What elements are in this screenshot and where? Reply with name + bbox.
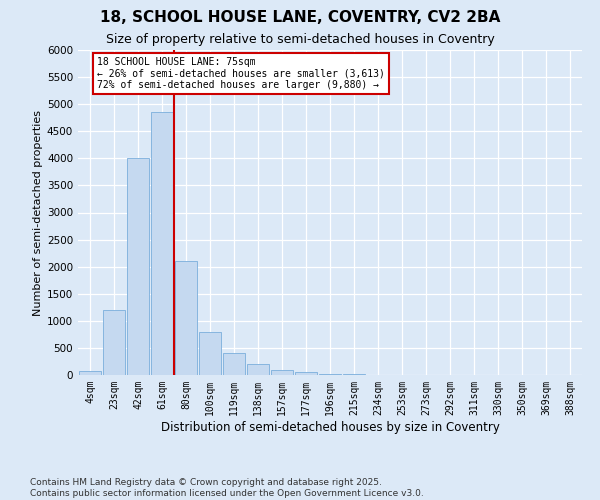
X-axis label: Distribution of semi-detached houses by size in Coventry: Distribution of semi-detached houses by … [161, 420, 499, 434]
Bar [271, 370, 293, 375]
Bar [127, 158, 149, 375]
Text: 18, SCHOOL HOUSE LANE, COVENTRY, CV2 2BA: 18, SCHOOL HOUSE LANE, COVENTRY, CV2 2BA [100, 10, 500, 25]
Bar [295, 372, 317, 375]
Bar [103, 310, 125, 375]
Text: 18 SCHOOL HOUSE LANE: 75sqm
← 26% of semi-detached houses are smaller (3,613)
72: 18 SCHOOL HOUSE LANE: 75sqm ← 26% of sem… [97, 57, 385, 90]
Bar [151, 112, 173, 375]
Text: Size of property relative to semi-detached houses in Coventry: Size of property relative to semi-detach… [106, 32, 494, 46]
Bar [223, 354, 245, 375]
Bar [247, 364, 269, 375]
Bar [319, 374, 341, 375]
Bar [175, 261, 197, 375]
Bar [199, 332, 221, 375]
Bar [343, 374, 365, 375]
Bar [79, 371, 101, 375]
Y-axis label: Number of semi-detached properties: Number of semi-detached properties [33, 110, 43, 316]
Text: Contains HM Land Registry data © Crown copyright and database right 2025.
Contai: Contains HM Land Registry data © Crown c… [30, 478, 424, 498]
